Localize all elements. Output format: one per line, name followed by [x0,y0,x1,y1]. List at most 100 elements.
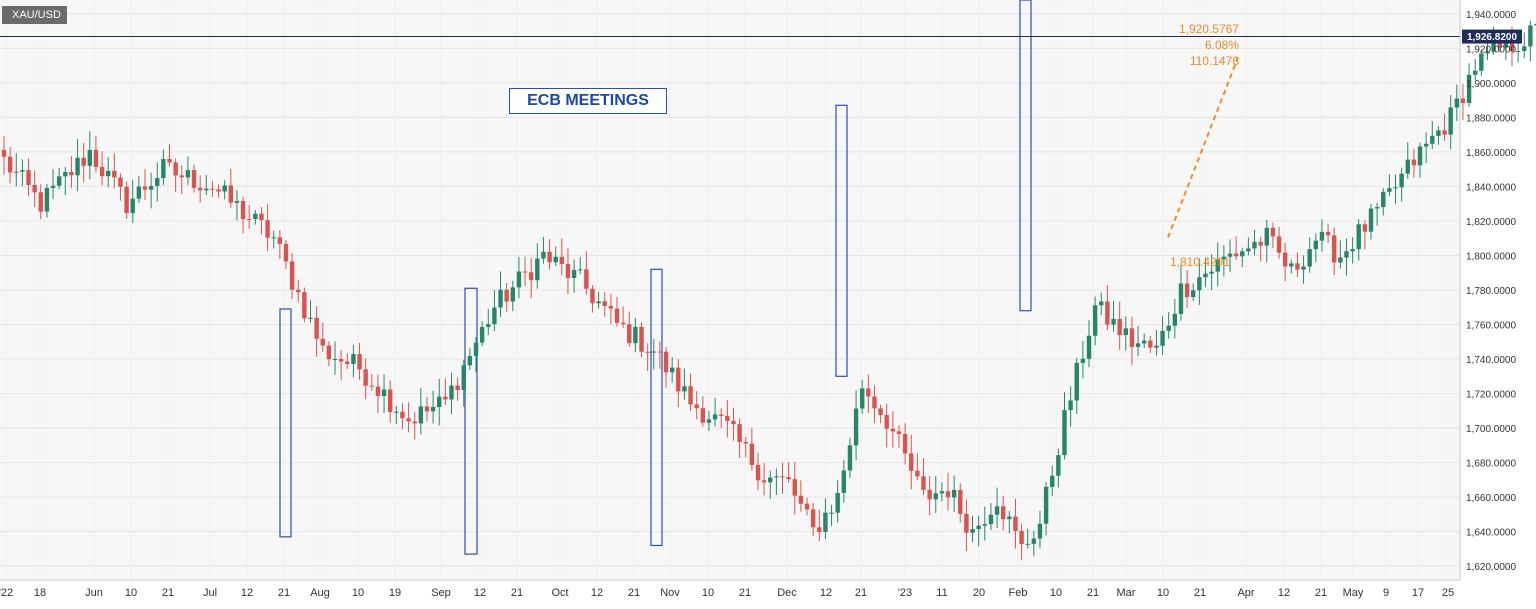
candle-body [179,175,184,178]
candle-body [651,351,656,353]
candle-body [161,159,166,179]
candle-body [1184,283,1190,298]
candle-body [345,361,350,364]
candle-body [99,166,105,177]
candle-body [1172,313,1178,326]
candle-body [1301,266,1306,270]
x-tick-label: Apr [1237,587,1254,599]
candle-body [314,317,319,339]
candle-body [1325,231,1331,236]
y-tick-label: 1,920.0000 [1466,44,1516,55]
candle-body [1430,135,1435,144]
candle-body [1135,343,1141,347]
candle-body [627,324,632,344]
candle-body [332,359,338,361]
candle-body [945,491,951,498]
x-tick-label: Jul [203,587,217,599]
candle-body [1117,318,1122,335]
candle-body [1307,249,1312,267]
ecb-meeting-box [835,104,848,377]
candle-body [1350,249,1355,252]
candle-body [774,476,779,478]
candle-body [142,186,148,190]
candle-body [860,388,865,409]
candle-body [283,243,289,262]
candle-body [1417,146,1423,166]
x-tick-label: '22 [0,587,13,599]
candle-body [400,411,405,419]
x-tick-label: Nov [660,587,680,599]
candle-body [958,489,963,514]
y-tick-label: 1,820.0000 [1466,217,1516,228]
x-tick-label: 25 [1442,587,1454,599]
candle-body [1473,70,1478,75]
y-tick-label: 1,860.0000 [1466,148,1516,159]
candle-body [1289,263,1294,267]
candle-body [982,524,987,526]
candle-body [1031,538,1037,544]
symbol-badge: XAU/USD [2,6,67,24]
candle-body [528,272,534,281]
x-tick-label: 21 [628,587,640,599]
candle-body [1258,241,1263,246]
candle-body [657,351,663,353]
y-tick-labels: 1,620.0000 1,640.0000 1,660.0000 1,680.0000… [1466,10,1516,573]
ecb-meetings-annotation: ECB MEETINGS [509,88,667,114]
candle-body [1080,358,1086,363]
x-tick-label: Dec [777,587,797,599]
candle-body [639,326,644,352]
candle-body [1074,362,1079,401]
x-tick-label: 9 [1383,587,1389,599]
y-tick-label: 1,680.0000 [1466,459,1516,470]
candle-body [1129,328,1135,347]
y-tick-label: 1,620.0000 [1466,562,1516,573]
candle-body [1197,277,1202,291]
candle-body [553,256,558,263]
candle-body [1062,410,1067,456]
candles [1,20,1536,560]
x-tick-label: 21 [855,587,867,599]
candle-body [1111,318,1116,325]
x-tick-label: Oct [551,587,568,599]
x-tick-label: 10 [1157,587,1169,599]
candle-body [338,359,344,362]
x-tick-label: 10 [125,587,137,599]
candle-body [473,342,479,356]
candle-body [412,421,417,424]
candle-body [1491,41,1496,52]
candle-body [712,414,718,420]
y-tick-label: 1,640.0000 [1466,528,1516,539]
candle-body [1025,543,1030,545]
x-tick-label: 10 [352,587,364,599]
candle-body [1423,143,1429,147]
ecb-meeting-box [464,287,478,555]
x-tick-label: Sep [431,587,451,599]
candle-body [823,512,828,532]
candle-body [118,177,123,187]
candle-body [725,415,730,421]
candle-body [915,470,920,477]
candle-body [486,324,491,328]
candle-body [308,317,313,319]
candle-body [296,289,301,293]
candle-body [676,367,681,392]
candle-body [216,189,221,192]
candle-body [130,198,135,214]
candle-body [259,213,264,221]
candle-body [167,159,172,163]
candle-body [547,251,552,263]
x-tick-label: 10 [702,587,714,599]
candle-body [909,453,914,471]
candle-body [761,480,767,483]
candle-body [817,527,822,532]
ecb-meeting-boxes [279,0,1032,555]
candle-body [614,308,620,323]
candle-body [234,201,240,203]
candle-body [902,434,908,454]
candle-body [749,443,755,465]
axes: 1,620.0000 1,640.0000 1,660.0000 1,680.0000… [0,0,1522,599]
candle-body [437,396,442,408]
x-tick-label: 10 [1050,587,1062,599]
candle-body [1448,107,1453,135]
